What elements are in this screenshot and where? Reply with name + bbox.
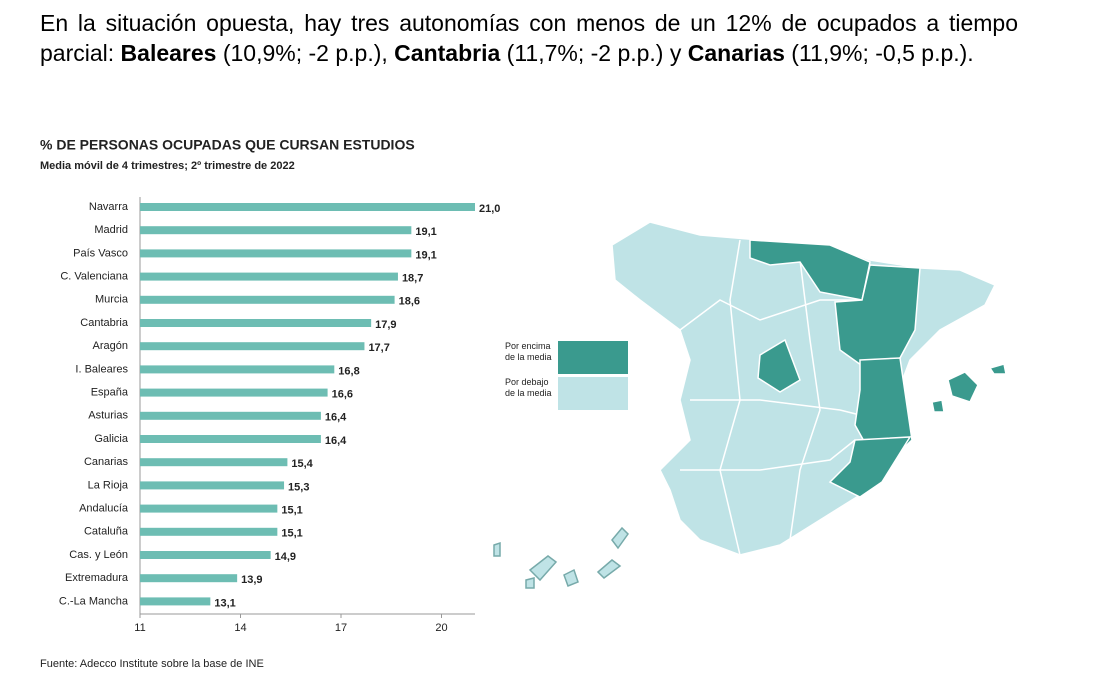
x-tick-label: 20 <box>435 622 447 634</box>
bar <box>140 319 372 327</box>
map <box>493 221 1007 589</box>
y-tick-label: La Rioja <box>88 479 129 491</box>
value-label: 19,1 <box>415 249 436 261</box>
bar <box>140 458 288 467</box>
y-tick-label: España <box>91 387 129 399</box>
value-label: 16,4 <box>325 435 347 447</box>
legend-label: Por encima de la media <box>505 341 552 362</box>
map-island <box>611 526 629 550</box>
bar <box>140 504 278 513</box>
map-region-above <box>749 239 871 301</box>
bar <box>140 365 335 374</box>
y-tick-label: C. Valenciana <box>60 271 129 283</box>
y-tick-label: Canarias <box>84 456 129 468</box>
value-label: 13,1 <box>214 597 235 609</box>
map-region-above <box>828 436 912 498</box>
y-tick-label: Cataluña <box>84 526 129 538</box>
bar <box>140 272 398 281</box>
value-label: 15,1 <box>281 528 302 540</box>
legend-label-line: de la media <box>505 352 552 362</box>
legend-label-line: de la media <box>505 388 552 398</box>
map-island <box>947 371 979 403</box>
y-tick-label: Cas. y León <box>69 549 128 561</box>
legend-swatch <box>558 341 628 374</box>
bar <box>140 435 321 443</box>
map-island <box>596 559 622 579</box>
bold-run: Cantabria <box>394 40 501 66</box>
map-island <box>563 568 579 587</box>
value-label: 17,7 <box>368 342 389 354</box>
y-tick-label: Navarra <box>89 201 129 213</box>
map-region-above <box>757 338 801 393</box>
paragraph: En la situación opuesta, hay tres autono… <box>40 8 1018 68</box>
y-tick-label: Murcia <box>95 294 129 306</box>
map-island <box>988 363 1007 375</box>
map-island <box>528 555 558 582</box>
y-tick-label: I. Baleares <box>75 363 128 375</box>
value-label: 18,7 <box>402 273 423 285</box>
value-label: 17,9 <box>375 319 396 331</box>
x-tick-label: 17 <box>335 622 347 634</box>
bold-run: Baleares <box>120 40 217 66</box>
y-tick-label: Aragón <box>93 340 128 352</box>
bar <box>140 551 271 559</box>
x-tick-label: 14 <box>234 622 246 634</box>
text-run: (11,9%; -0,5 p.p.). <box>784 40 974 66</box>
value-label: 21,0 <box>479 203 500 215</box>
bar <box>140 295 395 304</box>
y-tick-label: Madrid <box>94 224 128 236</box>
map-border <box>789 259 821 541</box>
x-tick-label: 11 <box>134 622 145 634</box>
chart-subtitle: Media móvil de 4 trimestres; 2º trimestr… <box>40 160 295 172</box>
map-island <box>931 399 945 413</box>
y-tick-label: País Vasco <box>73 247 128 259</box>
value-label: 13,9 <box>241 574 262 586</box>
y-tick-label: Extremadura <box>65 572 129 584</box>
bar <box>140 481 285 490</box>
legend-label-line: Por encima <box>505 341 551 351</box>
map-border <box>679 299 860 331</box>
map-mainland <box>611 221 997 556</box>
bar <box>140 226 412 235</box>
value-label: 16,6 <box>332 389 353 401</box>
bar <box>140 249 412 258</box>
y-tick-label: C.-La Mancha <box>59 595 129 607</box>
y-tick-label: Asturias <box>88 410 128 422</box>
bar <box>140 597 211 606</box>
bold-run: Canarias <box>687 40 785 66</box>
bar <box>140 411 321 420</box>
y-tick-label: Andalucía <box>79 503 129 515</box>
value-label: 18,6 <box>399 296 420 308</box>
bar <box>140 203 475 211</box>
y-tick-label: Galicia <box>94 433 129 445</box>
value-label: 15,4 <box>291 458 313 470</box>
bar <box>140 574 238 583</box>
bar <box>140 527 278 536</box>
value-label: 14,9 <box>275 551 296 563</box>
y-tick-label: Cantabria <box>80 317 129 329</box>
value-label: 15,1 <box>281 505 302 517</box>
value-label: 19,1 <box>415 226 436 238</box>
legend-label: Por debajo de la media <box>505 377 552 398</box>
map-island <box>525 577 535 589</box>
value-label: 16,8 <box>338 365 359 377</box>
text-run: (11,7%; -2 p.p.) y <box>500 40 688 66</box>
bar <box>140 342 365 351</box>
legend-label-line: Por debajo <box>505 377 549 387</box>
legend-swatch <box>558 377 628 410</box>
chart-title: % DE PERSONAS OCUPADAS QUE CURSAN ESTUDI… <box>40 137 415 153</box>
value-label: 15,3 <box>288 481 309 493</box>
text-run: En la situación opuesta, hay tres autono… <box>40 10 1018 66</box>
text-run: (10,9%; -2 p.p.), <box>216 40 395 66</box>
bar <box>140 388 328 397</box>
map-border <box>719 239 741 556</box>
value-label: 16,4 <box>325 412 347 424</box>
map-island <box>493 541 501 557</box>
source: Fuente: Adecco Institute sobre la base d… <box>40 658 264 670</box>
